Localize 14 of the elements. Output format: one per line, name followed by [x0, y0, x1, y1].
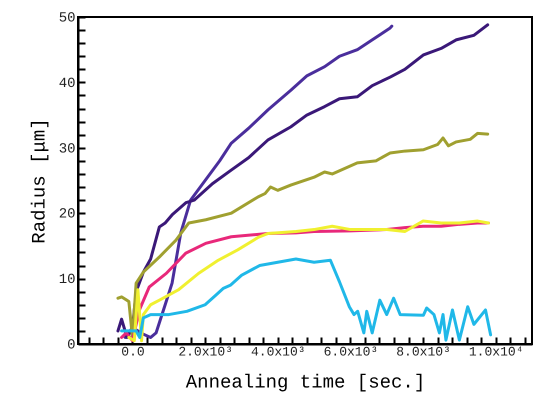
- x-tick-label: 2.0x10³: [178, 344, 233, 360]
- x-tick-label: 6.0x10³: [324, 344, 378, 360]
- y-tick-label: 0: [67, 338, 76, 354]
- y-tick-label: 40: [58, 76, 76, 92]
- x-tick-label: 0.0: [121, 344, 145, 360]
- y-tick-label: 30: [58, 141, 76, 158]
- x-tick-label: 8.0x10³: [396, 344, 451, 360]
- y-tick-label: 10: [58, 272, 76, 288]
- y-axis-title: Radius [μm]: [28, 118, 51, 244]
- x-tick-label: 1.0x10⁴: [468, 344, 524, 360]
- y-tick-label: 20: [58, 206, 76, 223]
- x-tick-label: 4.0x10³: [250, 344, 306, 360]
- y-tick-label: 50: [58, 10, 76, 26]
- x-axis-title: Annealing time [sec.]: [186, 372, 426, 394]
